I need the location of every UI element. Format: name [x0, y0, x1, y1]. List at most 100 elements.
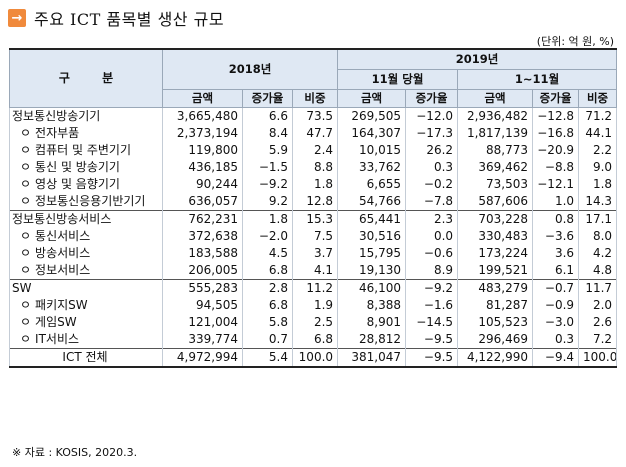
ict-production-table: 구 분 2018년 2019년 11월 당월 1~11월 금액 증가율 비중 금… [9, 48, 618, 368]
table-row: ㅇ 정보서비스 206,005 6.8 4.1 19,130 8.9 199,521 6.1 4.… [9, 262, 618, 280]
table-cell: 2.6 [578, 314, 618, 331]
table-cell: 73,503 [457, 176, 534, 193]
row-label-text: 정보통신방송서비스 [12, 212, 112, 226]
table-cell: 73.5 [291, 107, 339, 125]
table-cell: 0.7 [242, 331, 293, 349]
table-cell: −3.6 [532, 228, 580, 245]
table-cell: 12.8 [291, 193, 339, 211]
table-cell: 183,588 [162, 245, 243, 262]
row-label-text: 통신서비스 [35, 229, 91, 243]
table-cell: 2.8 [242, 279, 293, 297]
row-label-text: 패키지SW [35, 298, 88, 312]
row-label: ㅇ IT서비스 [9, 331, 163, 349]
page-title: 주요 ICT 품목별 생산 규모 [34, 10, 225, 29]
table-cell: 88,773 [457, 142, 534, 159]
table-cell: −9.5 [405, 348, 459, 368]
table-cell: 7.5 [291, 228, 339, 245]
table-cell: 372,638 [162, 228, 243, 245]
table-cell: 17.1 [578, 210, 618, 228]
table-cell: 6.8 [291, 331, 339, 349]
header-share: 비중 [578, 89, 618, 108]
table-cell: 3.7 [291, 245, 339, 262]
header-2019: 2019년 [337, 48, 618, 70]
table-cell: 703,228 [457, 210, 534, 228]
header-growth: 증가율 [242, 89, 293, 108]
table-row: ㅇ 통신서비스 372,638 −2.0 7.5 30,516 0.0 330,483 −3.6… [9, 228, 618, 245]
table-cell: 65,441 [337, 210, 407, 228]
table-cell: 3.6 [532, 245, 580, 262]
bullet-icon: ㅇ [20, 194, 32, 208]
table-cell: 6.8 [242, 297, 293, 314]
table-cell: 1.8 [291, 176, 339, 193]
table-cell: 206,005 [162, 262, 243, 280]
table-cell: −0.7 [532, 279, 580, 297]
table-cell: 636,057 [162, 193, 243, 211]
table-cell: 6.8 [242, 262, 293, 280]
table-cell: −20.9 [532, 142, 580, 159]
table-row: ㅇ IT서비스 339,774 0.7 6.8 28,812 −9.5 296,469 0.3 7… [9, 331, 618, 349]
header-growth: 증가율 [405, 89, 459, 108]
table-cell: 339,774 [162, 331, 243, 349]
table-cell: −0.6 [405, 245, 459, 262]
header-nov: 11월 당월 [337, 69, 459, 90]
row-label: ㅇ 게임SW [9, 314, 163, 331]
bullet-icon: ㅇ [20, 246, 32, 260]
table-cell: 6,655 [337, 176, 407, 193]
table-cell: 8.9 [405, 262, 459, 280]
table-cell: 6.1 [532, 262, 580, 280]
bullet-icon: ㅇ [20, 229, 32, 243]
row-label: ㅇ 통신서비스 [9, 228, 163, 245]
table-cell: 105,523 [457, 314, 534, 331]
table-cell: 4.5 [242, 245, 293, 262]
table-cell: 90,244 [162, 176, 243, 193]
table-cell: 81,287 [457, 297, 534, 314]
table-cell: 1.8 [578, 176, 618, 193]
header-amount: 금액 [162, 89, 243, 108]
table-cell: 2.4 [291, 142, 339, 159]
table-cell: 9.0 [578, 159, 618, 176]
bullet-icon: ㅇ [20, 298, 32, 312]
table-cell: 1.9 [291, 297, 339, 314]
table-cell: −1.5 [242, 159, 293, 176]
bullet-icon: ㅇ [20, 263, 32, 277]
table-cell: 330,483 [457, 228, 534, 245]
table-body: 정보통신방송기기 3,665,480 6.6 73.5 269,505 −12.0 2,93… [9, 107, 618, 368]
table-cell: −9.5 [405, 331, 459, 349]
row-label-text: 컴퓨터 및 주변기기 [35, 143, 131, 157]
row-label: ㅇ 통신 및 방송기기 [9, 159, 163, 176]
table-cell: 4.1 [291, 262, 339, 280]
table-cell: 100.0 [291, 348, 339, 368]
table-cell: 269,505 [337, 107, 407, 125]
table-cell: 8.4 [242, 125, 293, 142]
table-cell: −9.4 [532, 348, 580, 368]
table-cell: 54,766 [337, 193, 407, 211]
header-growth: 증가율 [532, 89, 580, 108]
table-row: ㅇ 패키지SW 94,505 6.8 1.9 8,388 −1.6 81,287 −0.9 2.0 [9, 297, 618, 314]
table-cell: 4.2 [578, 245, 618, 262]
source-note: ※ 자료 : KOSIS, 2020.3. [12, 446, 138, 459]
table-cell: −3.0 [532, 314, 580, 331]
table-cell: 0.3 [405, 159, 459, 176]
bullet-icon: ㅇ [20, 332, 32, 346]
header-share: 비중 [291, 89, 339, 108]
table-cell: 199,521 [457, 262, 534, 280]
table-row: ㅇ 방송서비스 183,588 4.5 3.7 15,795 −0.6 173,224 3.6 4… [9, 245, 618, 262]
table-cell: 15.3 [291, 210, 339, 228]
table-cell: 46,100 [337, 279, 407, 297]
bullet-icon: ㅇ [20, 315, 32, 329]
table-cell: 4.8 [578, 262, 618, 280]
row-label-text: 전자부품 [35, 126, 80, 140]
table-row: ㅇ 전자부품 2,373,194 8.4 47.7 164,307 −17.3 1,817,1… [9, 125, 618, 142]
header-2018: 2018년 [161, 48, 339, 90]
row-label-text: 정보서비스 [35, 263, 91, 277]
table-cell: −16.8 [532, 125, 580, 142]
table-cell: 6.6 [242, 107, 293, 125]
table-row: ICT 전체 4,972,994 5.4 100.0 381,047 −9.5 4,122,… [9, 348, 618, 368]
bullet-icon: ㅇ [20, 160, 32, 174]
table-cell: −0.2 [405, 176, 459, 193]
table-cell: 30,516 [337, 228, 407, 245]
table-cell: −9.2 [242, 176, 293, 193]
table-cell: 436,185 [162, 159, 243, 176]
table-cell: −14.5 [405, 314, 459, 331]
bullet-icon: ㅇ [20, 143, 32, 157]
